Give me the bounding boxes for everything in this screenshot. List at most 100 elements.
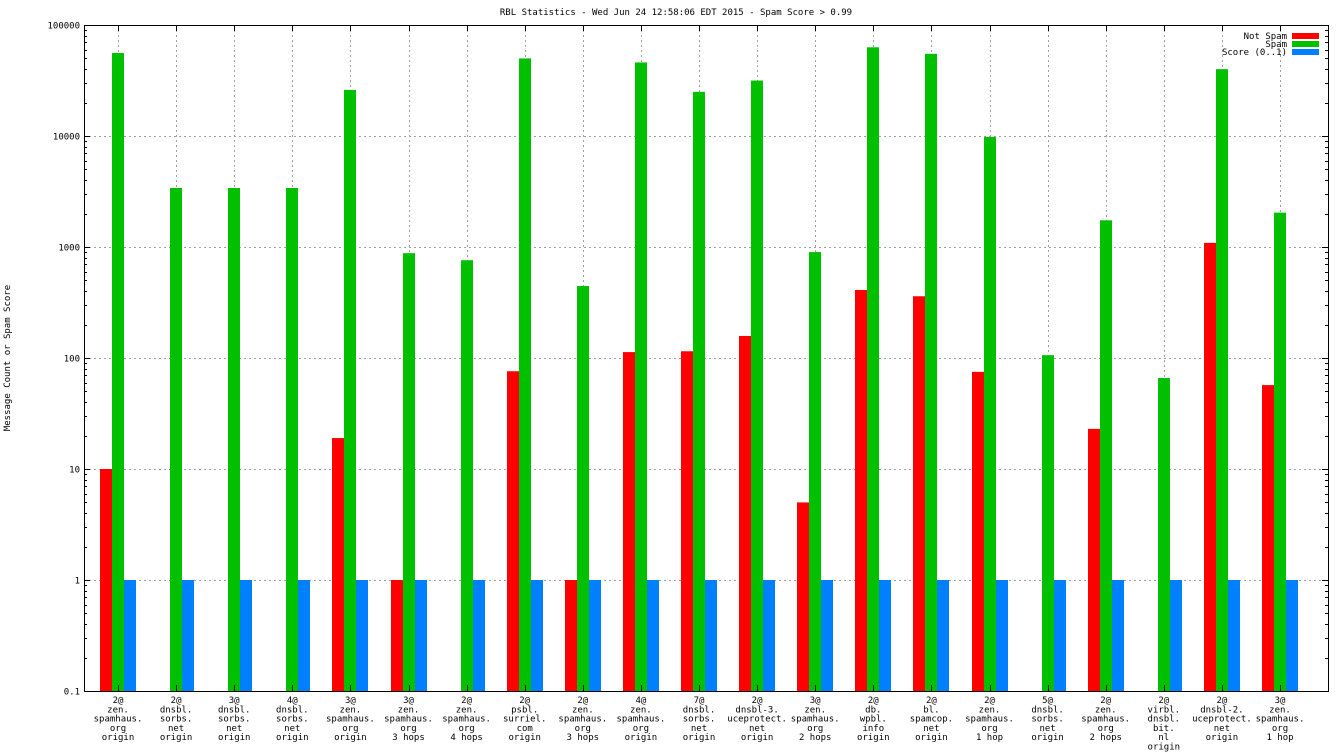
- x-tick-label-line: 3@: [810, 696, 821, 706]
- bar-spam: [228, 188, 240, 691]
- x-tick-label-line: spamhaus.: [1081, 715, 1130, 725]
- bar-score-0-1: [1286, 580, 1298, 691]
- bars: [100, 47, 1298, 692]
- x-tick-label: 2@ zen. spamhaus. org 2 hops: [1081, 696, 1130, 743]
- bar-not-spam: [1262, 385, 1274, 691]
- legend-swatch: [1292, 41, 1319, 47]
- x-tick-label-line: origin: [1148, 743, 1181, 753]
- x-tick-label-line: net: [226, 724, 242, 734]
- y-axis-label: Message Count or Spam Score: [3, 285, 13, 431]
- x-tick-label-line: dnsbl.: [276, 705, 309, 715]
- x-tick-label-line: origin: [625, 733, 658, 743]
- bar-spam: [1158, 378, 1170, 691]
- x-tick-label-line: bit.: [1153, 724, 1175, 734]
- x-tick-label-line: origin: [741, 733, 774, 743]
- bar-not-spam: [391, 580, 403, 691]
- bar-score-0-1: [1228, 580, 1240, 691]
- x-tick-label-line: 4@: [287, 696, 298, 706]
- x-tick-label-line: sorbs.: [1031, 715, 1064, 725]
- bar-spam: [286, 188, 298, 691]
- legend-swatch: [1292, 49, 1319, 55]
- x-tick-label-line: 1 hop: [1266, 733, 1293, 743]
- legend-label: Spam: [1265, 40, 1287, 50]
- x-tick-label: 3@ zen. spamhaus. org 2 hops: [791, 696, 840, 743]
- x-tick-label-line: spamhaus.: [442, 715, 491, 725]
- x-tick-label-line: zen.: [1095, 705, 1117, 715]
- bar-score-0-1: [124, 580, 136, 691]
- bar-not-spam: [332, 438, 344, 691]
- x-tick-label: 2@ zen. spamhaus. org 1 hop: [965, 696, 1014, 743]
- x-tick-label: 7@ dnsbl. sorbs. net origin: [683, 696, 716, 743]
- x-tick-label-line: org: [807, 724, 823, 734]
- x-tick-label-line: zen.: [340, 705, 362, 715]
- x-tick-label: 3@ zen. spamhaus. org 3 hops: [384, 696, 433, 743]
- x-tick-label-line: org: [1272, 724, 1288, 734]
- x-tick-label-line: origin: [276, 733, 309, 743]
- bar-score-0-1: [1054, 580, 1066, 691]
- legend-label: Score (0..1): [1222, 48, 1287, 58]
- bar-score-0-1: [821, 580, 833, 691]
- x-tick-label-line: 3@: [345, 696, 356, 706]
- x-tick-label-line: 3 hops: [392, 733, 425, 743]
- x-tick-label-line: 3@: [229, 696, 240, 706]
- bar-score-0-1: [531, 580, 543, 691]
- bar-score-0-1: [589, 580, 601, 691]
- bar-score-0-1: [647, 580, 659, 691]
- bar-not-spam: [797, 502, 809, 691]
- bar-spam: [1216, 69, 1228, 692]
- x-tick-label-line: surriel.: [503, 715, 546, 725]
- x-tick-label-line: 2@: [984, 696, 995, 706]
- y-tick-label: 1: [75, 577, 80, 587]
- x-tick-label: 3@ zen. spamhaus. org origin: [326, 696, 375, 743]
- x-tick-label-line: spamhaus.: [791, 715, 840, 725]
- bar-not-spam: [1204, 242, 1216, 692]
- x-tick-label: 4@ zen. spamhaus. org origin: [617, 696, 666, 743]
- x-tick-label-line: 2@: [1216, 696, 1227, 706]
- x-tick-label-line: dnsbl.: [218, 705, 251, 715]
- bar-spam: [809, 252, 821, 691]
- bar-spam: [867, 47, 879, 692]
- y-ticks: 0.1 1 10 100 1000 10000 100000: [47, 22, 1328, 698]
- bar-spam: [403, 253, 415, 692]
- bar-score-0-1: [996, 580, 1008, 691]
- x-tick-label-line: org: [981, 724, 997, 734]
- bar-score-0-1: [298, 580, 310, 691]
- x-tick-label-line: zen.: [456, 705, 478, 715]
- x-tick-label-line: origin: [1206, 733, 1239, 743]
- bar-spam: [984, 136, 996, 692]
- y-tick-label: 10000: [53, 133, 80, 143]
- x-tick-label-line: origin: [915, 733, 948, 743]
- x-tick-label-line: org: [458, 724, 474, 734]
- bar-not-spam: [565, 580, 577, 691]
- y-tick-label: 100: [64, 355, 80, 365]
- x-tick-label-line: net: [168, 724, 184, 734]
- x-tick-label: 3@ dnsbl. sorbs. net origin: [218, 696, 251, 743]
- legend-swatch: [1292, 33, 1319, 39]
- bar-score-0-1: [1170, 580, 1182, 691]
- x-tick-label-line: origin: [508, 733, 541, 743]
- bar-spam: [112, 52, 124, 692]
- x-tick-label-line: 2@: [519, 696, 530, 706]
- bar-score-0-1: [705, 580, 717, 691]
- x-tick-label-line: org: [110, 724, 126, 734]
- x-tick-label-line: 2@: [113, 696, 124, 706]
- x-tick-label-line: 2@: [868, 696, 879, 706]
- x-tick-label-line: org: [342, 724, 358, 734]
- x-tick-label: 4@ dnsbl. sorbs. net origin: [276, 696, 309, 743]
- x-tick-label-line: net: [1039, 724, 1055, 734]
- bar-spam: [693, 91, 705, 691]
- x-tick-label: 2@ virbl. dnsbl. bit. nl origin: [1148, 696, 1181, 753]
- x-tick-label-line: zen.: [630, 705, 652, 715]
- x-tick-label-line: net: [1214, 724, 1230, 734]
- bar-spam: [344, 89, 356, 691]
- x-tick-label-line: zen.: [979, 705, 1001, 715]
- bar-not-spam: [623, 352, 635, 691]
- x-tick-label-line: sorbs.: [683, 715, 716, 725]
- bar-spam: [1042, 355, 1054, 691]
- x-tick-label: 3@ zen. spamhaus. org 1 hop: [1256, 696, 1305, 743]
- x-tick-label-line: 2@: [752, 696, 763, 706]
- x-tick-label-line: origin: [857, 733, 890, 743]
- bar-spam: [751, 80, 763, 692]
